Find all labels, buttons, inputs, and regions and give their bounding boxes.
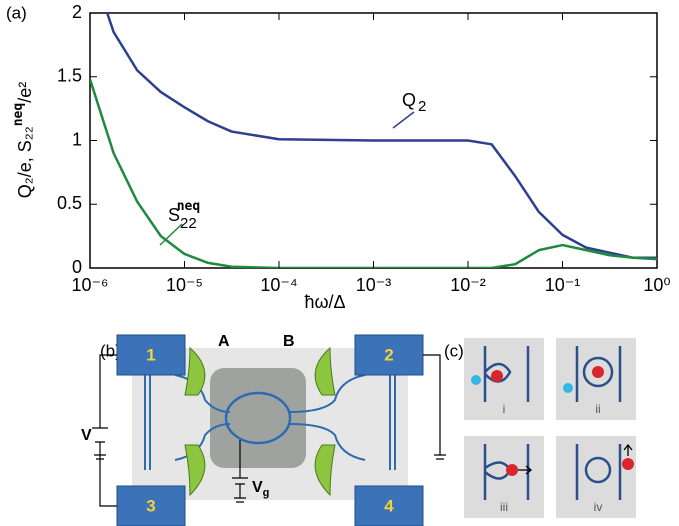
contact-label: 3 <box>146 496 155 515</box>
panel-b: (b) A B 1 2 3 4 V Vg <box>81 333 446 526</box>
y-label-sup: neq <box>11 103 26 126</box>
step-label: ii <box>595 402 600 416</box>
curves <box>90 0 657 268</box>
y-tick-label: 1 <box>72 129 82 149</box>
leader-line <box>393 112 414 128</box>
step-label: iii <box>500 500 508 514</box>
x-axis-label: ħω/Δ <box>304 292 345 312</box>
electron <box>622 458 634 470</box>
electron <box>491 370 503 382</box>
annotation-text: Q <box>402 90 416 110</box>
gate-voltage-text: V <box>252 479 263 496</box>
panel-label: (c) <box>444 341 464 360</box>
x-tick-label: 10⁻² <box>450 275 486 295</box>
figure: (a) ħω/Δ Q₂/e, S₂₂neq/e² Q2 S22neq (b) A… <box>0 0 679 526</box>
y-tick-label: 0 <box>72 257 82 277</box>
y-tick-label: 2 <box>72 2 82 22</box>
annotation: S22neq <box>168 199 200 232</box>
y-label-tail: /e² <box>15 82 35 103</box>
gate-voltage-sub: g <box>263 487 270 499</box>
x-tick-label: 10⁻³ <box>356 275 392 295</box>
x-tick-label: 10⁰ <box>643 275 670 295</box>
x-tick-label: 10⁻⁴ <box>260 275 297 295</box>
contact-label: 4 <box>384 496 394 515</box>
y-tick-label: 1.5 <box>57 66 82 86</box>
step-label: i <box>503 402 506 416</box>
panel-c: (c) i ii iii iv <box>444 338 636 518</box>
x-tick-label: 10⁻⁵ <box>166 275 203 295</box>
annotation-sub: 2 <box>418 98 426 115</box>
x-tick-label: 10⁻¹ <box>545 275 581 295</box>
contact-label: 1 <box>146 345 155 364</box>
y-tick-label: 0.5 <box>57 193 82 213</box>
x-tick-label: 10⁻⁶ <box>72 275 109 295</box>
y-axis-label: Q₂/e, S₂₂neq/e² <box>11 82 35 198</box>
step-label: iv <box>594 500 603 514</box>
hole <box>563 383 573 393</box>
annotation-sup: neq <box>177 199 200 214</box>
contact-label: 2 <box>384 345 393 364</box>
annotation-sub: 22 <box>180 215 197 232</box>
electron <box>506 464 518 476</box>
leader-line <box>160 224 182 245</box>
electron <box>592 366 604 378</box>
hole <box>471 375 481 385</box>
panel-label: (a) <box>6 3 27 22</box>
bias-label: V <box>81 427 92 444</box>
y-label-main: Q₂/e, S₂₂ <box>15 126 35 198</box>
gate-label: B <box>283 333 295 350</box>
dot-region <box>210 368 306 468</box>
gate-label: A <box>218 333 230 350</box>
